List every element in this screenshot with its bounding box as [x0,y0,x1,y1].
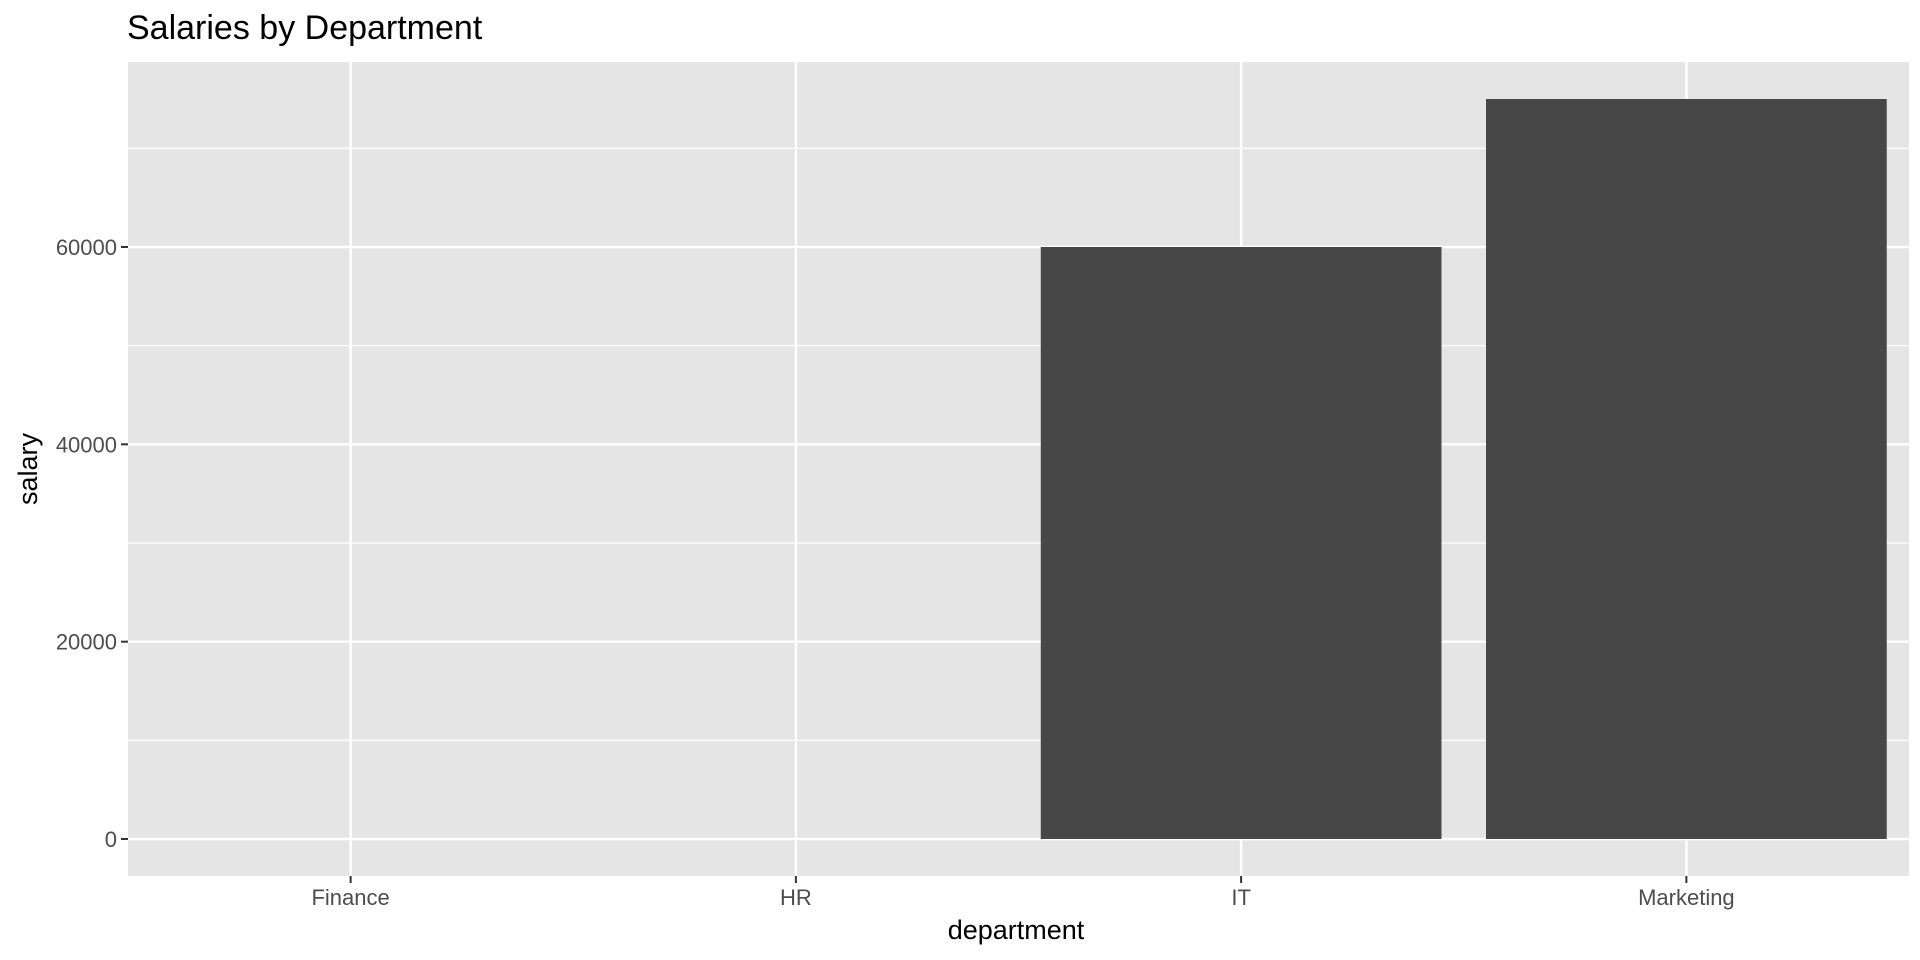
x-axis: Finance HR IT Marketing [311,876,1735,910]
bars [1040,99,1887,839]
x-tick-label: IT [1231,885,1251,910]
y-tick-label: 20000 [56,630,117,655]
bar-it [1040,247,1442,839]
x-tick-label: Finance [311,885,389,910]
bar-marketing [1486,99,1887,839]
y-tick-label: 0 [105,827,117,852]
chart-title: Salaries by Department [127,9,483,47]
y-axis-title: salary [13,432,43,505]
x-axis-title: department [948,915,1085,945]
y-tick-label: 60000 [56,235,117,260]
y-axis: 0 20000 40000 60000 [56,235,128,852]
y-tick-label: 40000 [56,432,117,457]
x-tick-label: HR [780,885,812,910]
x-tick-label: Marketing [1638,885,1735,910]
